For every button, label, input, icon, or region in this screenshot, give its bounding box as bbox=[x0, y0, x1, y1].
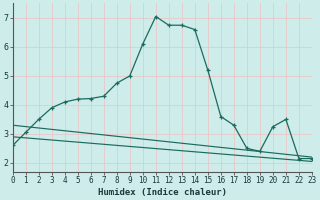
X-axis label: Humidex (Indice chaleur): Humidex (Indice chaleur) bbox=[98, 188, 227, 197]
